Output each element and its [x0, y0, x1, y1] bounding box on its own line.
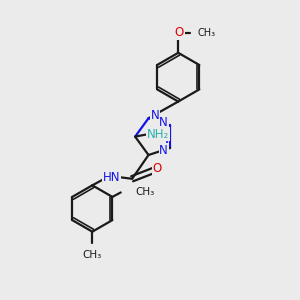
Text: O: O — [152, 162, 162, 175]
Text: O: O — [175, 26, 184, 39]
Text: N: N — [159, 116, 168, 129]
Text: N: N — [151, 110, 159, 122]
Text: HN: HN — [103, 171, 120, 184]
Text: CH₃: CH₃ — [197, 28, 215, 38]
Text: N: N — [159, 144, 168, 157]
Text: CH₃: CH₃ — [83, 250, 102, 260]
Text: CH₃: CH₃ — [135, 188, 154, 197]
Text: NH₂: NH₂ — [147, 128, 169, 141]
